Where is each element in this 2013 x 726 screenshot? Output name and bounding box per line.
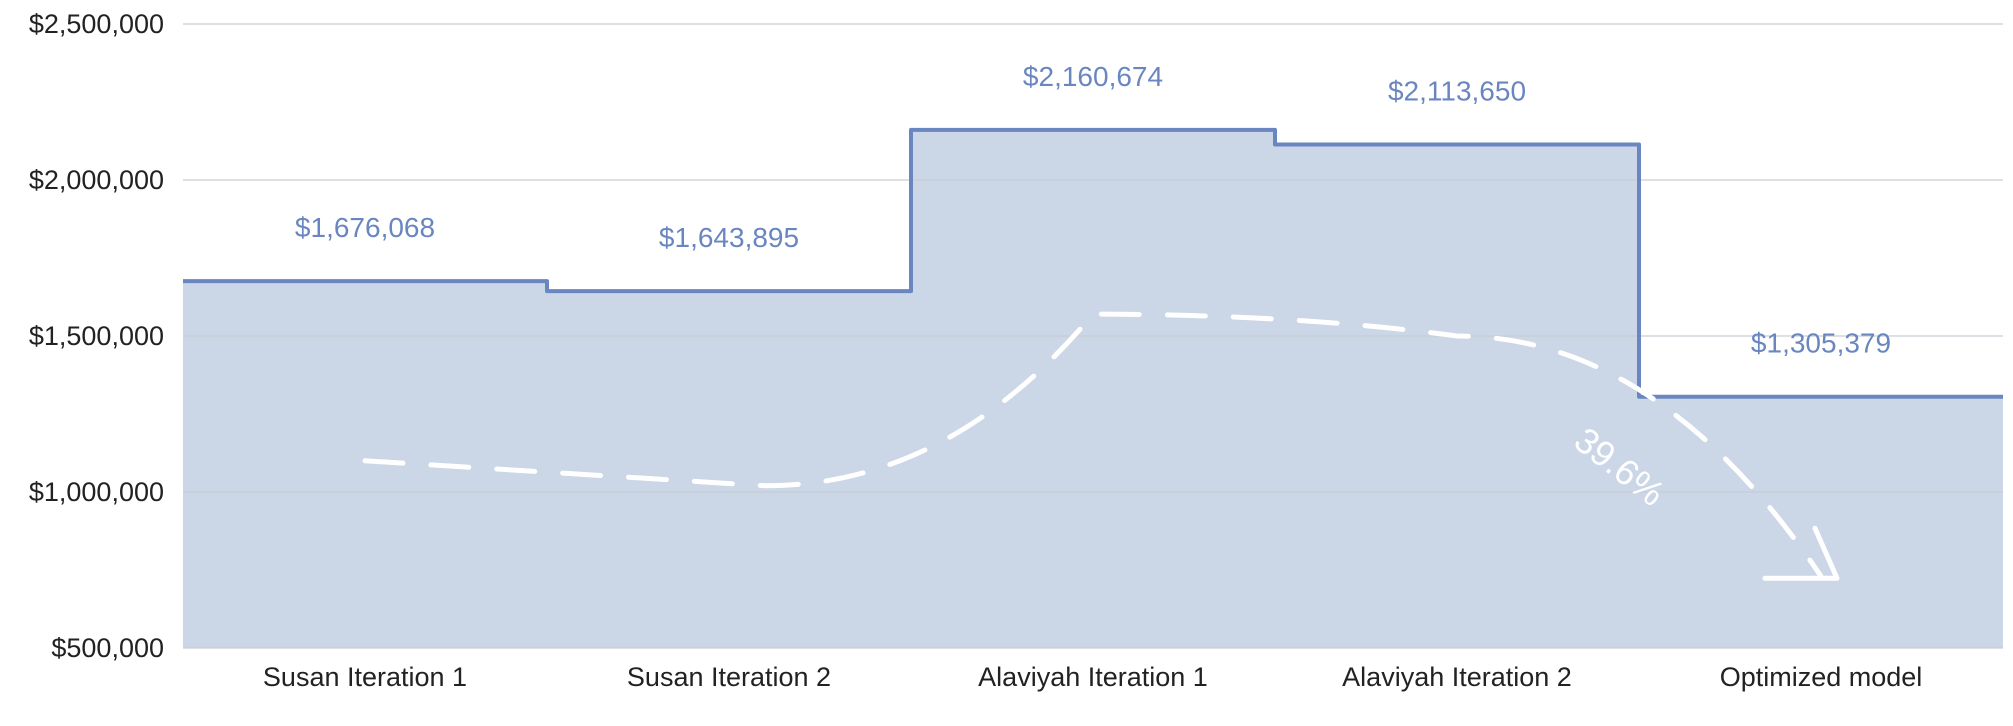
x-category-label: Susan Iteration 2 xyxy=(627,662,831,692)
y-tick-label: $2,500,000 xyxy=(29,9,164,39)
x-category-label: Optimized model xyxy=(1720,662,1923,692)
data-label: $1,676,068 xyxy=(295,212,435,243)
data-label: $1,643,895 xyxy=(659,222,799,253)
x-category-label: Alaviyah Iteration 1 xyxy=(978,662,1208,692)
x-category-label: Alaviyah Iteration 2 xyxy=(1342,662,1572,692)
y-tick-label: $1,500,000 xyxy=(29,321,164,351)
annotation-arrow-head xyxy=(1762,525,1840,581)
data-label: $2,113,650 xyxy=(1388,76,1526,107)
area-fill xyxy=(183,129,2003,649)
x-category-label: Susan Iteration 1 xyxy=(263,662,467,692)
y-tick-label: $1,000,000 xyxy=(29,477,164,507)
y-tick-label: $2,000,000 xyxy=(29,165,164,195)
series-line xyxy=(183,127,2003,399)
y-tick-label: $500,000 xyxy=(51,633,164,663)
data-label: $1,305,379 xyxy=(1751,328,1891,359)
data-label: $2,160,674 xyxy=(1023,61,1163,92)
